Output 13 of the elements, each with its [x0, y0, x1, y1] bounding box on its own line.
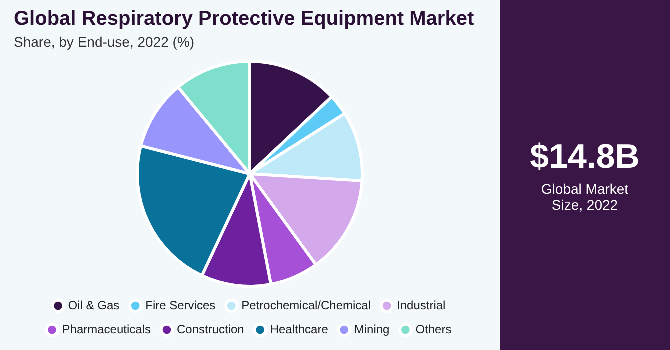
legend-label: Construction	[176, 322, 244, 336]
legend-label: Oil & Gas	[68, 298, 120, 312]
legend-label: Pharmaceuticals	[62, 322, 151, 336]
legend-label: Industrial	[397, 298, 446, 312]
legend-label: Healthcare	[270, 322, 329, 336]
chart-title: Global Respiratory Protective Equipment Market	[14, 8, 474, 31]
legend-label: Others	[416, 322, 452, 336]
legend-label: Fire Services	[146, 298, 216, 312]
chart-subtitle: Share, by End-use, 2022 (%)	[14, 34, 195, 50]
legend-label: Mining	[354, 322, 390, 336]
text: Global Market Size, 2022	[540, 180, 630, 212]
legend-label: Petrochemical/Chemical	[242, 298, 372, 312]
text: $14.8B	[530, 138, 640, 176]
